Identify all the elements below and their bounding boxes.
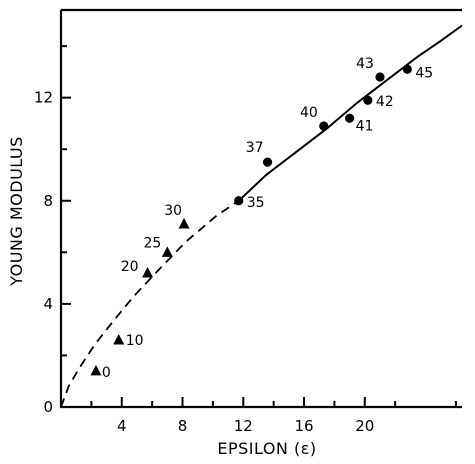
triangle-point-0 <box>90 364 102 376</box>
x-axis-title: EPSILON (ε) <box>217 439 316 458</box>
x-tick-label-20: 20 <box>355 417 374 435</box>
triangle-point-20 <box>142 266 154 278</box>
point-label-25: 25 <box>143 235 161 251</box>
circle-point-43 <box>375 72 385 82</box>
circle-point-41 <box>344 113 355 123</box>
triangle-point-10 <box>113 333 125 345</box>
point-label-0: 0 <box>102 365 111 381</box>
circle-point-40 <box>319 121 329 131</box>
point-label-37: 37 <box>246 140 264 156</box>
x-tick-label-4: 4 <box>117 417 127 435</box>
circle-point-45 <box>402 64 412 74</box>
fit-curve-dashed <box>60 200 240 408</box>
axis-ticks: 4 8 12 16 20 0 4 8 12 <box>34 45 457 435</box>
fit-curve-solid <box>238 24 463 202</box>
circle-point-35 <box>234 196 244 206</box>
point-label-41: 41 <box>356 118 374 134</box>
x-tick-label-16: 16 <box>294 417 313 435</box>
x-tick-label-12: 12 <box>234 417 253 435</box>
triangle-point-30 <box>178 217 190 229</box>
fit-curve <box>60 24 463 408</box>
point-label-10: 10 <box>126 333 144 349</box>
point-label-40: 40 <box>300 105 318 121</box>
point-label-30: 30 <box>164 203 182 219</box>
y-tick-label-4: 4 <box>43 295 53 313</box>
y-axis-title: YOUNG MODULUS <box>7 136 26 287</box>
point-label-20: 20 <box>121 259 139 275</box>
y-tick-label-0: 0 <box>43 398 53 416</box>
point-label-45: 45 <box>415 65 433 81</box>
x-tick-label-8: 8 <box>178 417 188 435</box>
point-label-43: 43 <box>356 56 374 72</box>
circle-point-37 <box>262 157 273 167</box>
point-label-42: 42 <box>376 94 394 110</box>
point-label-35: 35 <box>247 195 265 211</box>
y-tick-label-8: 8 <box>43 192 53 210</box>
triangle-point-25 <box>161 246 173 257</box>
circle-point-42 <box>363 95 373 105</box>
y-tick-label-12: 12 <box>34 89 53 107</box>
